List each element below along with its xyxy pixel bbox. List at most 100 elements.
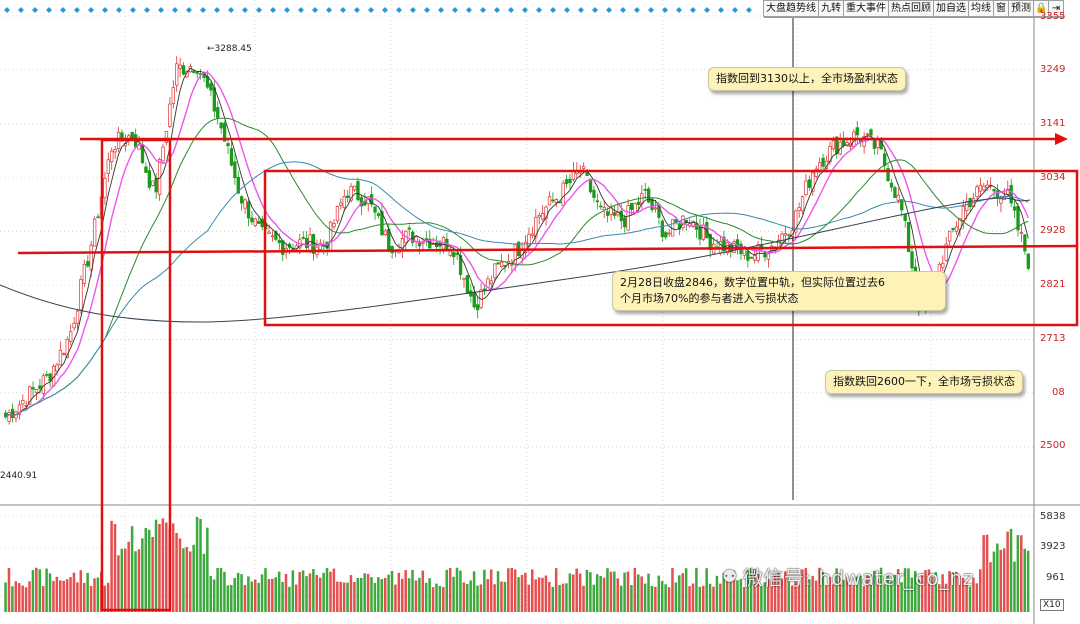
candle-body (21, 400, 25, 405)
volume-bar (948, 571, 951, 612)
event-marker (144, 7, 150, 13)
candle-body (999, 198, 1003, 204)
event-marker (158, 7, 164, 13)
volume-bar (708, 583, 712, 612)
volume-bar (869, 574, 873, 612)
volume-bar (831, 584, 835, 612)
volume-tick: 5838 (1040, 511, 1066, 522)
volume-bar (907, 568, 910, 612)
volume-bar (934, 572, 938, 612)
annotation-shapes-layer (17, 133, 1079, 612)
volume-bar (794, 580, 797, 612)
price-tick: 2713 (1040, 333, 1066, 344)
major-events-button[interactable]: 重大事件 (843, 0, 889, 17)
volume-bar (483, 569, 486, 612)
candle-body (130, 131, 134, 139)
candle-body (168, 103, 172, 127)
volume-bar (999, 549, 1003, 612)
moving-average-button[interactable]: 均线 (968, 0, 994, 17)
volume-bar (937, 584, 941, 612)
volume-bar (520, 574, 524, 612)
volume-bar (253, 579, 257, 612)
candle-body (965, 201, 969, 212)
volume-bar (985, 534, 989, 612)
volume-bar (359, 577, 363, 612)
volume-bar (462, 582, 466, 612)
candle-body (900, 199, 904, 211)
volume-bar (701, 585, 705, 612)
volume-bar (561, 583, 565, 612)
annotation-upper: 指数回到3130以上，全市场盈利状态 (708, 67, 906, 91)
volume-bar (431, 587, 435, 612)
nine-turn-button[interactable]: 九转 (818, 0, 844, 17)
event-marker (354, 7, 360, 13)
volume-bar (903, 568, 907, 612)
volume-bar (623, 572, 626, 612)
volume-bar (633, 567, 637, 612)
candle-body (903, 213, 907, 221)
candle-body (346, 195, 350, 198)
expand-icon[interactable]: ⇥ (1048, 0, 1064, 17)
trend-line-button[interactable]: 大盘趋势线 (763, 0, 819, 17)
candle-body (879, 140, 883, 150)
candle-body (219, 122, 223, 129)
candle-body (941, 262, 945, 268)
volume-bar (141, 538, 144, 612)
candle-body (328, 221, 333, 252)
volume-bar (825, 585, 828, 612)
annotation-middle-line2: 个月市场70%的参与者进入亏损状态 (620, 292, 799, 305)
candle-body (623, 217, 627, 228)
volume-bar (681, 573, 684, 612)
candle-body (1026, 253, 1030, 269)
volume-bar (151, 536, 154, 612)
price-tick: 3034 (1040, 172, 1066, 183)
hot-review-button[interactable]: 热点回顾 (888, 0, 934, 17)
volume-bar (72, 572, 76, 612)
ma60-line (5, 161, 1029, 418)
volume-bar (373, 582, 377, 612)
candle-body (147, 170, 152, 188)
add-watchlist-button[interactable]: 加自选 (933, 0, 969, 17)
volume-bar (900, 582, 903, 612)
volume-bar (1020, 535, 1023, 612)
watermark-text: 微信号: hdwater_co_nz (742, 566, 974, 590)
volume-bar (445, 569, 448, 612)
candle-body (626, 205, 630, 231)
volume-bar (599, 575, 602, 612)
volume-bar (113, 523, 117, 612)
candle-body (869, 129, 873, 136)
volume-bar (472, 571, 476, 612)
wechat-icon: ⚉ (722, 566, 738, 587)
volume-bar (124, 548, 127, 612)
volume-bar (17, 583, 21, 612)
volume-bar (418, 577, 421, 612)
volume-bar (797, 584, 801, 612)
volume-bar (821, 572, 825, 612)
volume-bar (209, 575, 213, 612)
window-button[interactable]: 窗 (993, 0, 1009, 17)
forecast-button[interactable]: 预测 (1008, 0, 1034, 17)
candle-body (592, 189, 596, 198)
volume-bar (401, 578, 404, 612)
price-tick: 2821 (1040, 279, 1066, 290)
candle-body (619, 210, 623, 222)
candle-body (882, 153, 887, 166)
volume-bar (377, 577, 380, 612)
candle-body (472, 291, 476, 308)
volume-bar (353, 581, 356, 612)
volume-bar (387, 574, 390, 612)
event-marker (578, 7, 584, 13)
volume-bar (510, 567, 513, 612)
volume-bar (144, 527, 148, 612)
volume-bar (322, 572, 325, 612)
chart-toolbar: 大盘趋势线 九转 重大事件 热点回顾 加自选 均线 窗 预测 🔒 ⇥ (763, 0, 1064, 18)
volume-bar (770, 580, 773, 612)
volume-bar (763, 582, 767, 612)
candle-body (195, 72, 199, 74)
event-marker (298, 7, 304, 13)
event-marker (214, 7, 220, 13)
volume-bar (657, 575, 661, 612)
volume-bar (753, 568, 756, 612)
